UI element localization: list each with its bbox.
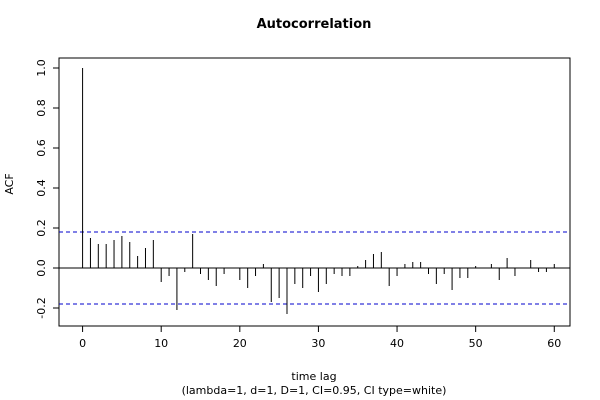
y-tick-label: -0.2 bbox=[35, 297, 48, 318]
y-tick-label: 0.8 bbox=[35, 99, 48, 117]
x-tick-label: 40 bbox=[390, 337, 404, 350]
x-tick-label: 30 bbox=[311, 337, 325, 350]
x-tick-label: 60 bbox=[547, 337, 561, 350]
x-tick-label: 50 bbox=[469, 337, 483, 350]
y-tick-label: 0.2 bbox=[35, 219, 48, 237]
plot-frame bbox=[58, 57, 571, 327]
plot-area: 0 10 20 30 40 50 60 -0.2 0.0 0.2 0.4 0.6 0.8 1.0 bbox=[35, 57, 571, 350]
y-tick-label: 1.0 bbox=[35, 59, 48, 77]
chart-title: Autocorrelation bbox=[257, 17, 372, 32]
y-tick-label: 0.6 bbox=[35, 139, 48, 157]
chart-subtitle: (lambda=1, d=1, D=1, CI=0.95, CI type=wh… bbox=[182, 384, 447, 397]
x-axis-label: time lag bbox=[291, 370, 336, 383]
x-tick-label: 0 bbox=[79, 337, 86, 350]
x-tick-label: 10 bbox=[154, 337, 168, 350]
y-axis-label: ACF bbox=[3, 173, 16, 194]
y-tick-label: 0.4 bbox=[35, 179, 48, 197]
x-tick-label: 20 bbox=[233, 337, 247, 350]
y-tick-label: 0.0 bbox=[35, 259, 48, 277]
